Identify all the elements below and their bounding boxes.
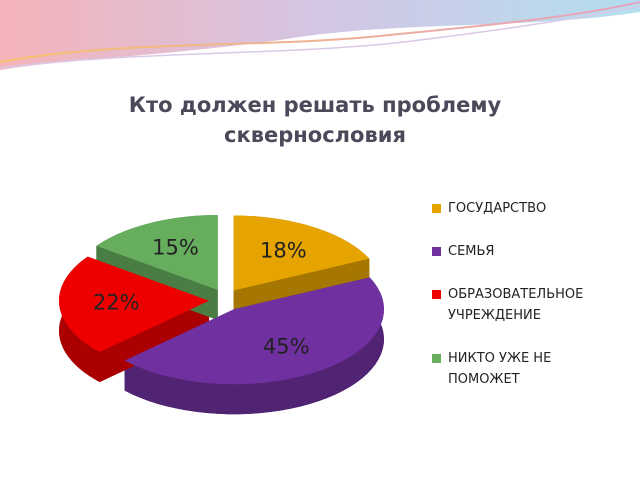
chart-title: Кто должен решать проблему сквернословия <box>128 93 502 147</box>
legend-label: ОБРАЗОВАТЕЛЬНОЕ УЧРЕЖДЕНИЕ <box>448 287 584 323</box>
legend-entry: НИКТО УЖЕ НЕ ПОМОЖЕТ <box>432 348 598 390</box>
slice <box>124 277 384 385</box>
legend-swatch <box>432 247 441 256</box>
legend: ГОСУДАРСТВО СЕМЬЯ ОБРАЗОВАТЕЛЬНОЕ УЧРЕЖДЕН… <box>432 198 598 412</box>
legend-label: НИКТО УЖЕ НЕ ПОМОЖЕТ <box>448 351 552 387</box>
data-label: 15% <box>152 236 199 260</box>
slice <box>59 256 210 353</box>
legend-entry: ГОСУДАРСТВО <box>432 198 598 219</box>
data-label: 45% <box>263 335 310 359</box>
data-label: 22% <box>93 291 140 315</box>
legend-label: СЕМЬЯ <box>448 244 495 259</box>
slice-side <box>124 277 384 415</box>
decor <box>0 1 640 63</box>
legend-label: ГОСУДАРСТВО <box>448 201 547 216</box>
decor <box>0 5 640 69</box>
decor <box>0 0 640 70</box>
data-label: 18% <box>260 238 307 262</box>
legend-swatch <box>432 290 441 299</box>
legend-entry: СЕМЬЯ <box>432 241 598 262</box>
legend-swatch <box>432 354 441 363</box>
slice <box>233 215 370 291</box>
legend-swatch <box>432 204 441 213</box>
slice <box>96 215 218 291</box>
legend-entry: ОБРАЗОВАТЕЛЬНОЕ УЧРЕЖДЕНИЕ <box>432 284 598 326</box>
